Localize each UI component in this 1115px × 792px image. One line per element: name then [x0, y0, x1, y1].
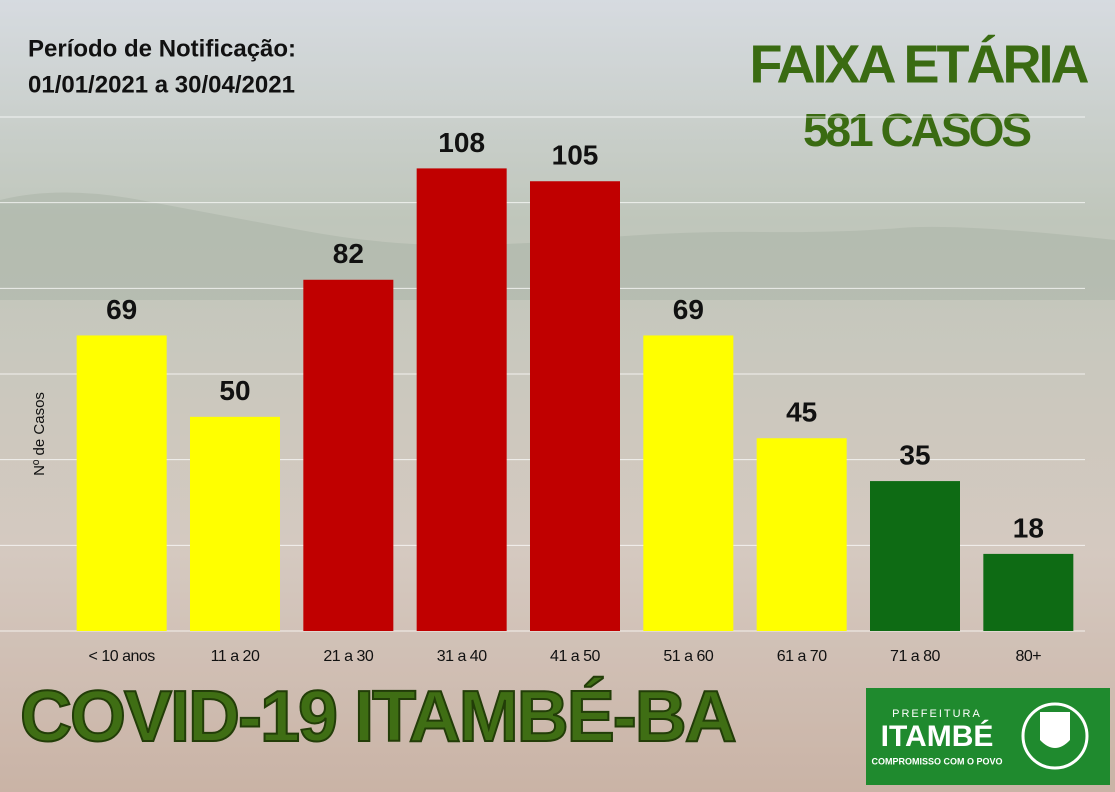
bar: [190, 416, 280, 631]
data-label: 18: [1013, 512, 1044, 543]
data-label: 69: [106, 294, 137, 325]
logo: PREFEITURA ITAMBÉ COMPROMISSO COM O POVO: [866, 688, 1110, 785]
period: 01/01/2021 a 30/04/2021: [28, 71, 295, 98]
bar: [983, 553, 1074, 631]
logo-motto: COMPROMISSO COM O POVO: [871, 756, 1002, 766]
bar: [416, 168, 507, 631]
bar: [76, 335, 167, 631]
footer-title: COVID-19 ITAMBÉ-BA: [20, 677, 736, 757]
logo-top: PREFEITURA: [892, 708, 982, 720]
x-tick-label: 80+: [1016, 648, 1042, 665]
bar: [756, 438, 847, 631]
x-tick-label: 71 a 80: [890, 648, 940, 665]
data-label: 108: [438, 127, 485, 158]
data-label: 105: [552, 140, 599, 171]
x-tick-label: 61 a 70: [777, 648, 827, 665]
period-label: Período de Notificação:: [28, 35, 296, 62]
data-label: 69: [673, 294, 704, 325]
y-axis-label: Nº de Casos: [31, 392, 48, 476]
x-tick-label: 51 a 60: [663, 648, 713, 665]
x-tick-label: 41 a 50: [550, 648, 600, 665]
x-tick-label: 21 a 30: [323, 648, 373, 665]
data-label: 45: [786, 397, 817, 428]
x-tick-label: < 10 anos: [89, 648, 156, 665]
logo-name: ITAMBÉ: [881, 719, 994, 753]
chart-subtitle: 581 CASOS: [803, 104, 1030, 156]
data-label: 82: [333, 238, 364, 269]
data-label: 50: [219, 375, 250, 406]
data-label: 35: [899, 439, 930, 470]
bar: [530, 181, 620, 631]
bar: [643, 335, 734, 631]
bar: [303, 279, 394, 631]
logo-shield: [1040, 712, 1070, 748]
logo-crest: [1021, 702, 1089, 770]
x-tick-label: 11 a 20: [211, 648, 260, 665]
bar: [870, 481, 960, 631]
chart-title: FAIXA ETÁRIA: [749, 34, 1088, 94]
x-tick-label: 31 a 40: [437, 648, 487, 665]
